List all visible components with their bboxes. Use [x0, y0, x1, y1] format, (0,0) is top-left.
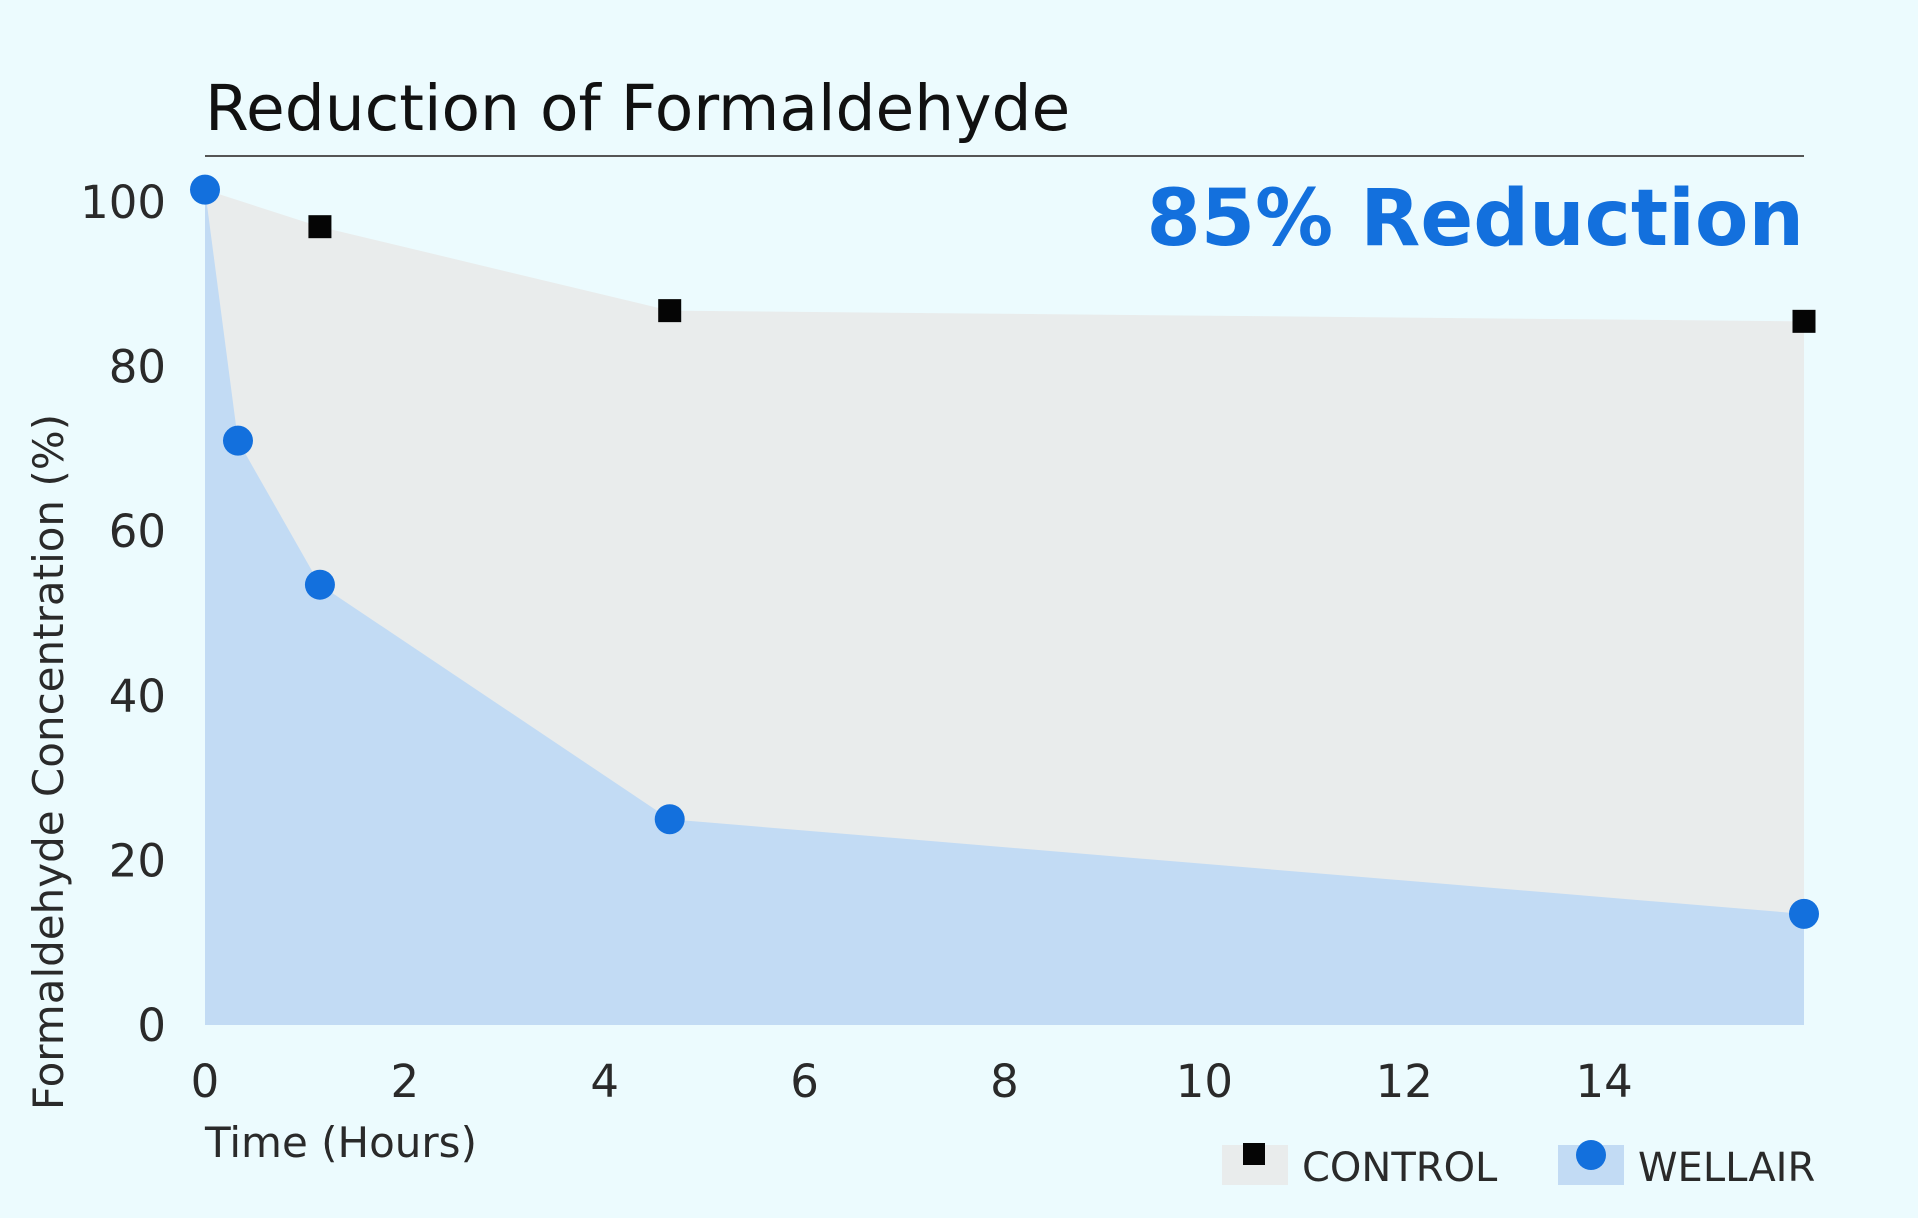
y-tick-label: 100 [80, 176, 166, 229]
legend-item-control: CONTROL [1222, 1143, 1498, 1191]
y-tick-label: 20 [109, 834, 166, 887]
wellair-point [190, 174, 220, 205]
y-tick-label: 60 [109, 505, 166, 558]
x-tick-label: 0 [191, 1055, 220, 1108]
series-markers [190, 174, 1819, 929]
x-tick-label: 6 [790, 1055, 819, 1108]
y-tick-label: 40 [109, 670, 166, 723]
x-tick-label: 2 [391, 1055, 420, 1108]
legend-wellair-circle-icon [1576, 1140, 1606, 1170]
x-tick-label: 12 [1376, 1055, 1433, 1108]
x-axis-label: Time (Hours) [204, 1118, 477, 1167]
x-tick-label: 8 [990, 1055, 1019, 1108]
wellair-area [205, 189, 1804, 1025]
y-axis-ticks: 0 20 40 60 80 100 [80, 176, 166, 1052]
y-tick-label: 80 [109, 341, 166, 394]
control-point [308, 215, 332, 239]
y-tick-label: 0 [137, 999, 166, 1052]
legend-wellair-label: WELLAIR [1638, 1145, 1815, 1191]
control-point [658, 299, 682, 323]
x-tick-label: 10 [1176, 1055, 1233, 1108]
wellair-point [222, 425, 253, 456]
y-axis-label: Formaldehyde Concentration (%) [24, 414, 73, 1110]
x-tick-label: 4 [590, 1055, 619, 1108]
legend-control-label: CONTROL [1302, 1145, 1498, 1191]
legend-item-wellair: WELLAIR [1558, 1140, 1815, 1191]
wellair-point [304, 569, 335, 600]
series-areas [205, 189, 1804, 1025]
control-point [1792, 309, 1816, 333]
chart-title: Reduction of Formaldehyde [205, 72, 1070, 145]
wellair-point [1789, 898, 1819, 929]
x-axis-ticks: 0 2 4 6 8 10 12 14 [191, 1055, 1633, 1108]
x-tick-label: 14 [1575, 1055, 1632, 1108]
wellair-point [654, 804, 685, 835]
legend: CONTROL WELLAIR [1222, 1140, 1815, 1191]
reduction-headline: 85% Reduction [1146, 174, 1804, 264]
legend-control-square-icon [1243, 1143, 1265, 1165]
